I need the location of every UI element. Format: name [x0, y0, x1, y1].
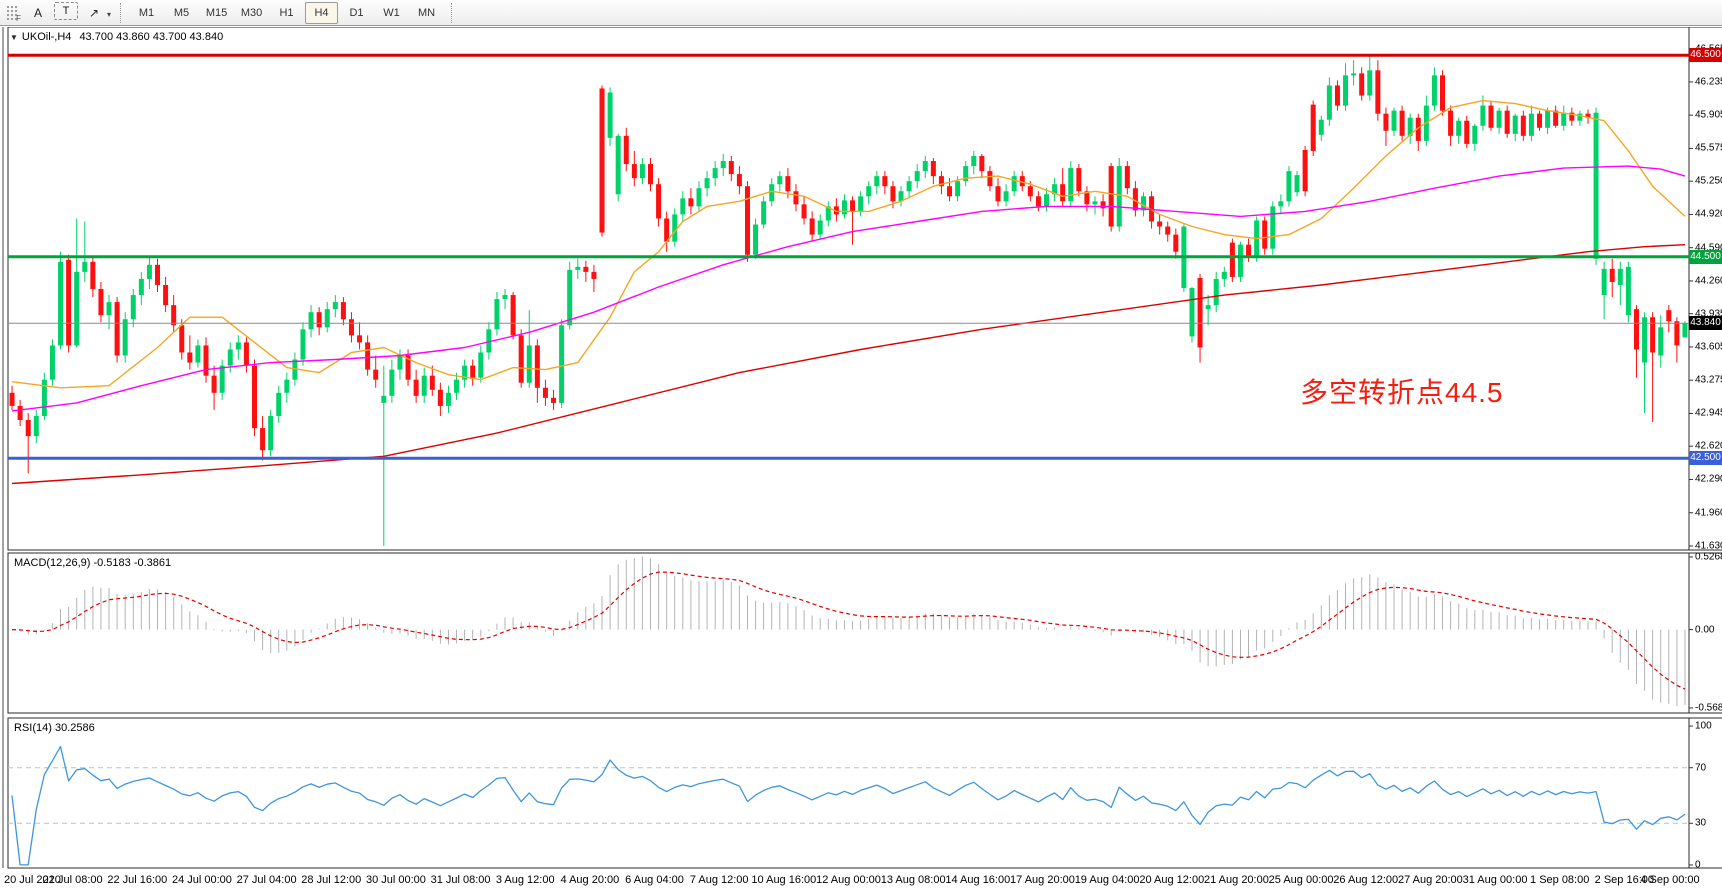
- timeframe-buttons: M1 M5 M15 M30 H1 H4 D1 W1 MN: [129, 1, 444, 24]
- date-axis-label: 30 Jul 00:00: [365, 874, 426, 886]
- text-box-tool-button[interactable]: T: [54, 1, 78, 20]
- price-tick-label: 45.250: [1695, 175, 1722, 187]
- price-tick-label: 44.260: [1695, 275, 1722, 287]
- date-axis-label: 28 Jul 12:00: [301, 874, 362, 886]
- timeframe-button-M15[interactable]: M15: [205, 6, 228, 19]
- date-axis-label: 2 Sep 16:00: [1594, 874, 1655, 886]
- chart-ohlc-values: 43.700 43.860 43.700 43.840: [79, 31, 224, 43]
- timeframe-button-MN[interactable]: MN: [417, 6, 436, 19]
- date-axis-label: 14 Aug 16:00: [945, 874, 1011, 886]
- date-axis-label: 4 Sep 00:00: [1640, 874, 1700, 886]
- date-axis-label: 4 Aug 20:00: [560, 874, 620, 886]
- macd-indicator-label: MACD(12,26,9) -0.5183 -0.3861: [14, 557, 172, 569]
- toolbar: F A T ↗ ▾ M1 M5 M15 M30 H1 H4 D1 W1 MN: [0, 0, 1722, 26]
- price-badge-46.500: 46.500: [1689, 48, 1722, 63]
- text-label-tool-button[interactable]: A: [33, 5, 42, 20]
- date-axis-label: 24 Jul 00:00: [171, 874, 232, 886]
- price-badge-44.500: 44.500: [1689, 249, 1722, 264]
- rsi-scale-label: 100: [1695, 720, 1712, 732]
- timeframe-button-M1[interactable]: M1: [138, 6, 155, 19]
- price-tick-label: 42.620: [1695, 440, 1722, 452]
- rsi-scale-label: 30: [1695, 817, 1707, 829]
- price-badge-43.840: 43.840: [1689, 316, 1722, 331]
- chart-annotation-text[interactable]: 多空转折点44.5: [1300, 377, 1504, 408]
- timeframe-button-W1[interactable]: W1: [383, 6, 400, 19]
- chart-symbol-period: UKOil-,H4: [21, 31, 72, 43]
- timeframe-button-M30[interactable]: M30: [240, 6, 263, 19]
- chart-title: ▼ UKOil-,H4 43.700 43.860 43.700 43.840: [10, 31, 223, 43]
- macd-scale-label: 0.00: [1695, 624, 1715, 636]
- toolbar-drag-handle-icon[interactable]: F: [6, 5, 21, 23]
- rsi-indicator-label: RSI(14) 30.2586: [14, 722, 95, 734]
- price-tick-label: 42.945: [1695, 407, 1722, 419]
- date-axis-label: 7 Aug 12:00: [689, 874, 749, 886]
- price-tick-label: 44.920: [1695, 208, 1722, 220]
- date-axis-label: 1 Sep 08:00: [1530, 874, 1590, 886]
- date-axis-label: 27 Jul 04:00: [236, 874, 297, 886]
- rsi-panel-plot[interactable]: [8, 718, 1689, 868]
- timeframe-button-H4[interactable]: H4: [305, 1, 339, 24]
- arrows-tool-button[interactable]: ↗: [88, 5, 100, 20]
- date-axis-label: 12 Aug 00:00: [816, 874, 881, 886]
- date-axis-label: 10 Aug 16:00: [751, 874, 817, 886]
- macd-scale-label: 0.5268: [1695, 551, 1722, 563]
- price-tick-label: 45.575: [1695, 142, 1722, 154]
- date-axis-label: 19 Aug 04:00: [1074, 874, 1140, 886]
- date-axis-label: 26 Aug 12:00: [1333, 874, 1399, 886]
- date-axis-label: 27 Aug 20:00: [1397, 874, 1463, 886]
- rsi-scale-label: 70: [1695, 762, 1707, 774]
- price-tick-label: 44.590: [1695, 242, 1722, 254]
- rsi-scale-label: 0: [1695, 859, 1701, 871]
- arrows-tool-caret-icon[interactable]: ▾: [107, 10, 112, 19]
- date-axis-label: 20 Aug 12:00: [1139, 874, 1205, 886]
- date-axis-label: 31 Jul 08:00: [430, 874, 491, 886]
- date-axis-label: 22 Jul 16:00: [107, 874, 168, 886]
- date-axis-label: 13 Aug 08:00: [880, 874, 946, 886]
- price-tick-label: 46.235: [1695, 76, 1722, 88]
- price-tick-label: 43.935: [1695, 308, 1722, 320]
- price-tick-label: 42.290: [1695, 473, 1722, 485]
- timeframe-button-D1[interactable]: D1: [349, 6, 364, 19]
- toolbar-separator: [451, 2, 453, 23]
- date-axis-label: 21 Jul 08:00: [42, 874, 103, 886]
- date-axis-label: 3 Aug 12:00: [495, 874, 555, 886]
- chart-title-triangle-icon[interactable]: ▼: [10, 33, 18, 42]
- date-axis-label: 17 Aug 20:00: [1010, 874, 1075, 886]
- drawing-tool-buttons: A T ↗: [24, 1, 108, 24]
- price-tick-label: 41.630: [1695, 540, 1722, 552]
- timeframe-button-H1[interactable]: H1: [279, 6, 294, 19]
- date-axis-label: 31 Aug 00:00: [1462, 874, 1528, 886]
- main-chart-plot[interactable]: [8, 27, 1689, 550]
- price-tick-label: 41.960: [1695, 507, 1722, 519]
- macd-panel-plot[interactable]: [8, 553, 1689, 713]
- date-axis-label: 25 Aug 00:00: [1268, 874, 1334, 886]
- price-tick-label: 45.905: [1695, 109, 1722, 121]
- toolbar-separator: [120, 2, 122, 23]
- price-tick-label: 43.275: [1695, 374, 1722, 386]
- price-tick-label: 43.605: [1695, 341, 1722, 353]
- timeframe-button-M5[interactable]: M5: [173, 6, 190, 19]
- price-badge-42.500: 42.500: [1689, 451, 1722, 466]
- date-axis-label: 20 Jul 2020: [4, 874, 61, 886]
- chart-window: ▼ UKOil-,H4 43.700 43.860 43.700 43.840 MA…: [0, 27, 1722, 894]
- date-axis-label: 6 Aug 04:00: [625, 874, 684, 886]
- date-axis-label: 21 Aug 20:00: [1204, 874, 1269, 886]
